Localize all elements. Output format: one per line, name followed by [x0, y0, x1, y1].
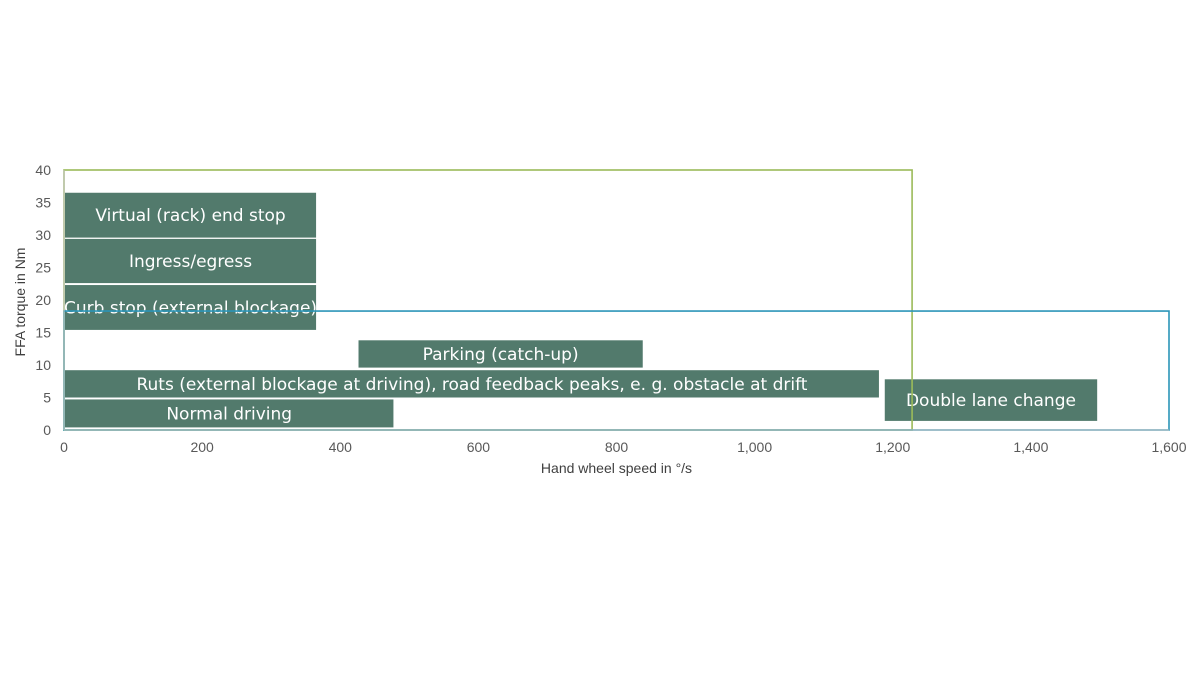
region-box [65, 399, 394, 428]
region-label: Ingress/egress [129, 252, 252, 272]
region-label: Double lane change [906, 391, 1076, 411]
y-tick-label: 20 [35, 292, 51, 308]
y-tick-label: 35 [35, 195, 51, 211]
region-box [65, 370, 879, 398]
region-label: Ruts (external blockage at driving), roa… [136, 375, 807, 395]
region-label: Virtual (rack) end stop [95, 206, 285, 226]
region-box [65, 192, 317, 238]
y-tick-label: 30 [35, 227, 51, 243]
x-tick-label: 1,400 [1013, 439, 1048, 455]
y-axis-label: FFA torque in Nm [12, 248, 28, 357]
y-tick-label: 15 [35, 325, 51, 341]
y-tick-label: 40 [35, 162, 51, 178]
x-tick-label: 1,000 [737, 439, 772, 455]
region-box [358, 340, 643, 368]
x-tick-labels: 0 200 400 600 800 1,000 1,200 1,400 1,600 [60, 439, 1187, 455]
y-tick-label: 25 [35, 260, 51, 276]
region-box [65, 238, 317, 284]
x-tick-label: 800 [605, 439, 629, 455]
x-tick-label: 1,200 [875, 439, 910, 455]
x-tick-label: 1,600 [1151, 439, 1186, 455]
x-tick-label: 400 [329, 439, 353, 455]
region-label: Curb stop (external blockage) [64, 298, 317, 318]
axes [63, 170, 1169, 431]
region-label: Parking (catch-up) [423, 345, 579, 365]
region-label: Normal driving [166, 404, 292, 424]
x-tick-label: 200 [190, 439, 214, 455]
y-tick-label: 10 [35, 357, 51, 373]
x-tick-label: 0 [60, 439, 68, 455]
regions: Virtual (rack) end stop Ingress/egress Cur… [63, 169, 1170, 431]
x-tick-label: 600 [467, 439, 491, 455]
region-box [65, 285, 317, 330]
x-axis-label: Hand wheel speed in °/s [541, 460, 692, 476]
y-tick-label: 5 [43, 390, 51, 406]
y-tick-label: 0 [43, 422, 51, 438]
y-tick-labels: 0 5 10 15 20 25 30 35 40 [35, 162, 51, 438]
region-box [884, 379, 1098, 421]
